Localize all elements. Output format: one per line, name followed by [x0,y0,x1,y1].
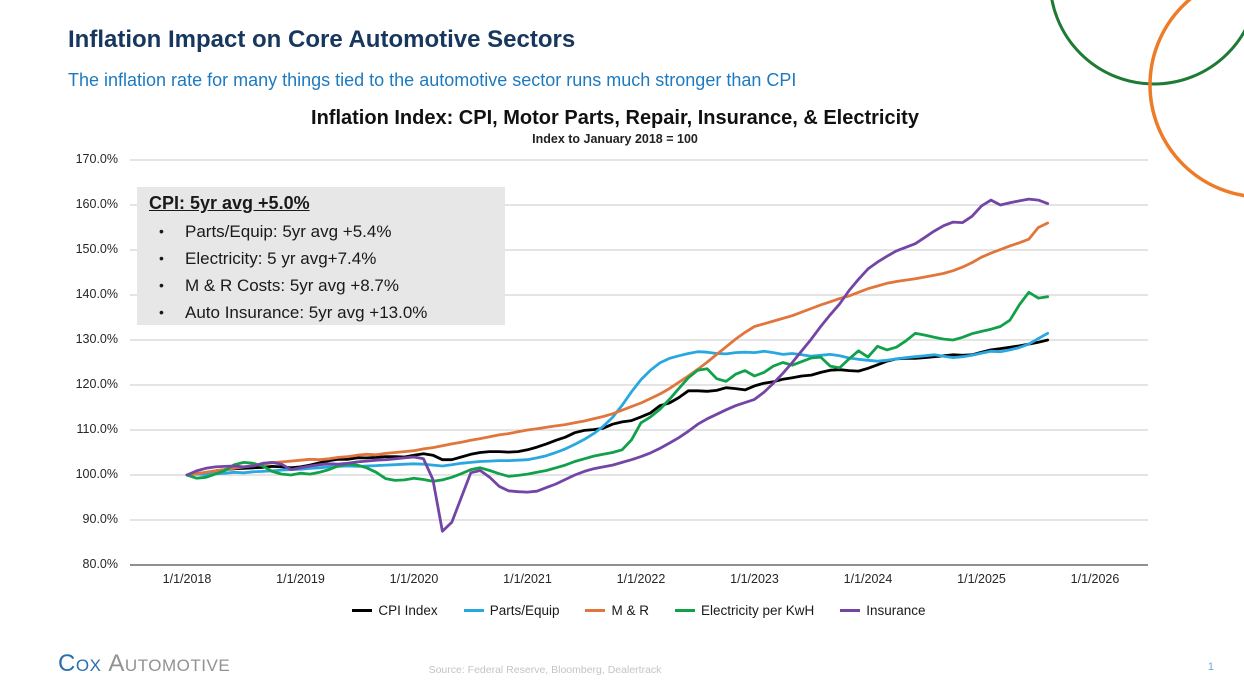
x-tick-label: 1/1/2025 [957,572,1006,586]
line-chart-plot [130,159,1148,566]
bullet-icon: • [159,277,164,293]
logo-automotive-text: AUTOMOTIVE [108,650,231,677]
bullet-text: Electricity: 5 yr avg+7.4% [185,249,377,268]
annotation-box: CPI: 5yr avg +5.0% • Parts/Equip: 5yr avg… [137,187,505,325]
series-line-parts-equip [185,331,1050,477]
x-tick-label: 1/1/2024 [843,572,893,586]
bullet-icon: • [159,223,164,239]
bullet-text: Parts/Equip: 5yr avg +5.4% [185,222,392,241]
legend-swatch-icon [585,608,606,613]
y-tick-label: 150.0% [75,242,118,256]
legend-item-electricity-per-kwh: Electricity per KwH [675,603,814,618]
legend-item-m-r: M & R [585,603,649,618]
legend-swatch-icon [352,608,373,613]
legend-item-insurance: Insurance [840,603,926,618]
annotation-bullet: • Electricity: 5 yr avg+7.4% [149,245,505,272]
y-tick-label: 100.0% [75,467,118,481]
chart-subtitle: Index to January 2018 = 100 [532,132,698,146]
chart-legend: CPI Index Parts/Equip M & R Electricity per… [130,603,1148,618]
y-tick-label: 170.0% [75,152,118,166]
legend-label: Insurance [866,603,926,618]
series-line-cpi-index [185,338,1050,477]
annotation-bullet: • M & R Costs: 5yr avg +8.7% [149,272,505,299]
bullet-text: Auto Insurance: 5yr avg +13.0% [185,303,428,322]
legend-label: CPI Index [378,603,438,618]
x-tick-label: 1/1/2020 [389,572,439,586]
x-tick-label: 1/1/2019 [276,572,325,586]
legend-label: M & R [611,603,649,618]
decor-orange-circle-icon [1148,0,1244,198]
legend-swatch-icon [675,608,695,613]
bullet-icon: • [159,250,164,266]
series-line-insurance [185,197,1050,533]
source-note: Source: Federal Reserve, Bloomberg, Deal… [428,664,662,676]
x-tick-label: 1/1/2026 [1070,572,1120,586]
decorative-circles [1050,0,1244,198]
cox-automotive-logo: COX AUTOMOTIVE [58,651,230,679]
y-tick-label: 80.0% [82,557,118,571]
annotation-bullet: • Auto Insurance: 5yr avg +13.0% [149,299,505,326]
bullet-icon: • [159,304,164,320]
page-number: 1 [1207,661,1214,673]
annotation-bullet: • Parts/Equip: 5yr avg +5.4% [149,218,505,245]
x-tick-label: 1/1/2021 [503,572,552,586]
legend-label: Electricity per KwH [701,603,815,618]
bullet-text: M & R Costs: 5yr avg +8.7% [185,276,399,295]
legend-swatch-icon [840,608,861,613]
y-tick-label: 160.0% [75,197,118,211]
annotation-bullets: • Parts/Equip: 5yr avg +5.4% • Electricity:… [149,218,505,326]
x-tick-label: 1/1/2018 [162,572,212,586]
x-tick-label: 1/1/2023 [730,572,779,586]
y-tick-label: 130.0% [75,332,118,346]
page-subtitle: The inflation rate for many things tied … [68,70,797,90]
series-line-m-r [185,221,1050,477]
x-tick-label: 1/1/2022 [616,572,666,586]
page-title: Inflation Impact on Core Automotive Sect… [68,26,576,53]
legend-item-parts-equip: Parts/Equip [463,603,560,618]
legend-item-cpi-index: CPI Index [352,603,438,618]
logo-cox-text: COX [58,650,102,677]
legend-label: Parts/Equip [489,603,560,618]
annotation-heading: CPI: 5yr avg +5.0% [149,193,310,213]
y-tick-label: 140.0% [75,287,118,301]
y-tick-label: 120.0% [75,377,118,391]
decor-green-circle-icon [1050,0,1244,86]
legend-swatch-icon [463,608,484,613]
series-line-electricity-per-kwh [185,290,1050,483]
y-tick-label: 90.0% [82,512,118,526]
chart-title: Inflation Index: CPI, Motor Parts, Repai… [311,107,919,129]
y-tick-label: 110.0% [76,422,118,436]
